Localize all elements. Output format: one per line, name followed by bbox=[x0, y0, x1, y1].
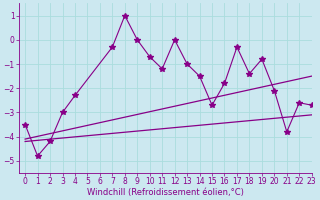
X-axis label: Windchill (Refroidissement éolien,°C): Windchill (Refroidissement éolien,°C) bbox=[87, 188, 244, 197]
